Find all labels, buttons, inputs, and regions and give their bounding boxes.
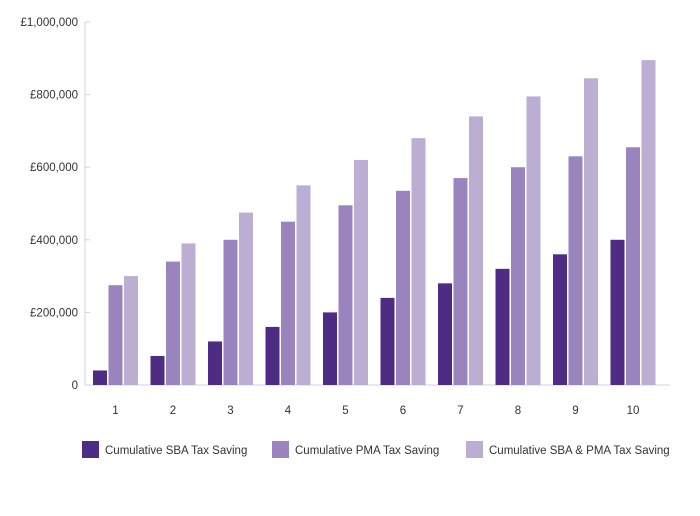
x-tick-label: 6 [400, 405, 406, 417]
bar-cumulative-sba-tax-saving-1 [93, 370, 107, 385]
bar-cumulative-pma-tax-saving-8 [511, 167, 525, 385]
legend-label: Cumulative SBA Tax Saving [105, 445, 247, 457]
bar-cumulative-sba-pma-tax-saving-3 [239, 212, 253, 385]
bar-cumulative-pma-tax-saving-9 [568, 156, 583, 385]
bar-cumulative-pma-tax-saving-5 [338, 205, 353, 385]
bars [93, 60, 656, 386]
legend-swatch [466, 441, 483, 458]
bar-cumulative-pma-tax-saving-6 [396, 190, 410, 385]
bar-cumulative-pma-tax-saving-10 [626, 147, 640, 385]
bar-cumulative-sba-tax-saving-5 [323, 312, 337, 385]
bar-cumulative-sba-pma-tax-saving-2 [181, 243, 196, 385]
x-tick-label: 2 [170, 405, 176, 417]
x-tick-label: 3 [227, 405, 233, 417]
bar-cumulative-pma-tax-saving-1 [108, 285, 123, 385]
x-tick-label: 5 [342, 405, 348, 417]
bar-cumulative-sba-tax-saving-9 [553, 254, 567, 385]
legend-label: Cumulative SBA & PMA Tax Saving [489, 445, 670, 457]
legend-swatch [82, 441, 99, 458]
bar-cumulative-sba-pma-tax-saving-1 [124, 276, 138, 385]
bar-cumulative-pma-tax-saving-3 [223, 239, 238, 385]
y-axis-ticks: 0 £200,000 £400,000 £600,000 £800,000 £1,000,… [20, 17, 90, 392]
x-tick-label: 7 [457, 405, 463, 417]
bar-cumulative-sba-tax-saving-7 [438, 283, 452, 385]
x-tick-label: 10 [627, 405, 640, 417]
x-tick-label: 9 [572, 405, 578, 417]
x-tick-label: 1 [112, 405, 118, 417]
y-tick-label: £600,000 [30, 162, 78, 174]
bar-cumulative-sba-pma-tax-saving-5 [354, 159, 368, 385]
y-tick-label: 0 [72, 380, 78, 392]
legend-swatch [272, 441, 289, 458]
bar-cumulative-sba-pma-tax-saving-6 [411, 138, 426, 385]
legend-label: Cumulative PMA Tax Saving [295, 445, 439, 457]
bar-cumulative-pma-tax-saving-2 [166, 261, 180, 385]
x-tick-label: 8 [515, 405, 521, 417]
bar-cumulative-sba-tax-saving-10 [610, 239, 625, 385]
bar-cumulative-sba-tax-saving-3 [208, 341, 222, 385]
bar-cumulative-sba-pma-tax-saving-9 [584, 78, 598, 385]
y-tick-label: £200,000 [30, 307, 78, 319]
bar-cumulative-pma-tax-saving-4 [281, 221, 295, 385]
y-tick-label: £800,000 [30, 90, 78, 102]
legend: Cumulative SBA Tax Saving Cumulative PMA … [82, 441, 670, 458]
bar-cumulative-sba-pma-tax-saving-8 [526, 96, 541, 385]
bar-cumulative-sba-tax-saving-8 [495, 268, 510, 385]
y-tick-label: £1,000,000 [20, 17, 78, 29]
x-tick-label: 4 [285, 405, 292, 417]
bar-cumulative-sba-tax-saving-6 [380, 297, 395, 385]
bar-cumulative-sba-tax-saving-2 [150, 355, 165, 385]
bar-cumulative-sba-pma-tax-saving-4 [296, 185, 311, 385]
bar-cumulative-pma-tax-saving-7 [453, 178, 468, 385]
x-axis-ticks: 1 2 3 4 5 6 7 8 9 10 [112, 405, 639, 417]
y-tick-label: £400,000 [30, 235, 78, 247]
bar-cumulative-sba-pma-tax-saving-7 [469, 116, 483, 385]
bar-cumulative-sba-tax-saving-4 [265, 326, 280, 385]
bar-cumulative-sba-pma-tax-saving-10 [641, 60, 656, 386]
